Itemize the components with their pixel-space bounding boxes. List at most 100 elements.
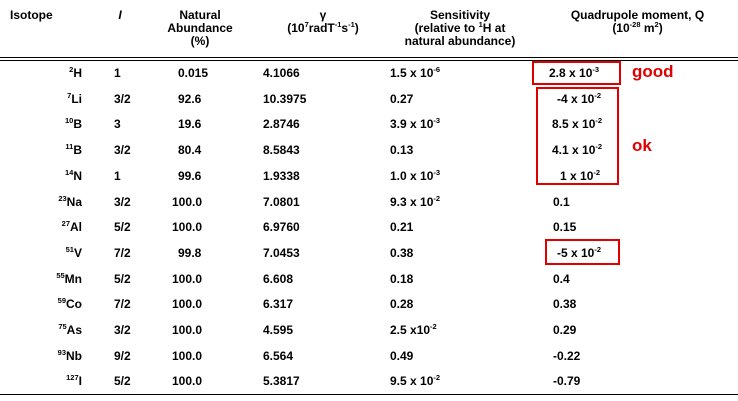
spin-cell: 3/2: [114, 323, 131, 337]
header-sensitivity: Sensitivity (relative to 1H at natural a…: [385, 9, 535, 48]
quadrupole-cell: 8.5 x 10-2: [552, 116, 603, 131]
spin-cell: 7/2: [114, 246, 131, 260]
abundance-cell: 92.6: [178, 92, 202, 106]
quadrupole-cell: -0.22: [553, 349, 581, 363]
isotope-cell: 10B: [64, 116, 82, 131]
abundance-cell: 100.0: [172, 272, 203, 286]
abundance-cell: 100.0: [172, 323, 203, 337]
isotope-cell: 11B: [65, 142, 82, 157]
sensitivity-cell: 0.38: [390, 246, 414, 260]
gamma-cell: 6.317: [263, 297, 294, 311]
sensitivity-cell: 0.49: [390, 349, 414, 363]
header-quadrupole-line1: Quadrupole moment, Q: [570, 8, 705, 22]
quadrupole-cell: 4.1 x 10-2: [552, 142, 603, 157]
header-quadrupole: Quadrupole moment, Q (10-28 m2): [545, 9, 730, 35]
abundance-cell: 100.0: [172, 195, 203, 209]
gamma-cell: 6.9760: [263, 220, 300, 234]
spin-cell: 7/2: [114, 297, 131, 311]
spin-cell: 9/2: [114, 349, 131, 363]
header-abundance-line1: Natural: [179, 8, 221, 22]
spin-cell: 3: [114, 117, 121, 131]
gamma-cell: 2.8746: [263, 117, 300, 131]
header-gamma-units: (107radT-1s-1): [287, 20, 359, 35]
spin-cell: 1: [114, 169, 121, 183]
isotope-cell: 127I: [66, 373, 82, 388]
spin-cell: 5/2: [114, 220, 131, 234]
sensitivity-cell: 1.0 x 10-3: [390, 168, 441, 183]
quadrupole-cell: -4 x 10-2: [557, 91, 602, 106]
header-sensitivity-line2: (relative to 1H at: [414, 20, 506, 35]
spin-cell: 5/2: [114, 272, 131, 286]
header-spin: I: [118, 8, 122, 22]
sensitivity-cell: 0.13: [390, 143, 414, 157]
table-bottom-rule: [0, 394, 738, 395]
sensitivity-cell: 3.9 x 10-3: [390, 116, 441, 131]
spin-cell: 3/2: [114, 143, 131, 157]
quadrupole-cell: 0.15: [553, 220, 577, 234]
header-sensitivity-line3: natural abundance): [404, 34, 516, 48]
gamma-cell: 1.9338: [263, 169, 300, 183]
quadrupole-cell: 0.4: [553, 272, 570, 286]
abundance-cell: 100.0: [172, 349, 203, 363]
header-abundance: Natural Abundance (%): [160, 9, 240, 48]
isotope-cell: 27Al: [61, 219, 82, 234]
gamma-cell: 6.608: [263, 272, 294, 286]
quadrupole-cell: -0.79: [553, 374, 581, 388]
isotope-cell: 51V: [65, 245, 82, 260]
abundance-cell: 0.015: [178, 66, 209, 80]
header-gamma: γ (107radT-1s-1): [268, 9, 378, 35]
header-sensitivity-line1: Sensitivity: [429, 8, 491, 22]
header-gamma-symbol: γ: [319, 8, 327, 22]
sensitivity-cell: 0.28: [390, 297, 414, 311]
gamma-cell: 10.3975: [263, 92, 307, 106]
header-quadrupole-units: (10-28 m2): [612, 20, 663, 35]
isotope-cell: 7Li: [67, 91, 82, 106]
annotation-good: good: [632, 62, 674, 81]
sensitivity-cell: 0.21: [390, 220, 414, 234]
abundance-cell: 80.4: [178, 143, 202, 157]
abundance-cell: 100.0: [172, 297, 203, 311]
gamma-cell: 5.3817: [263, 374, 300, 388]
gamma-cell: 6.564: [263, 349, 294, 363]
spin-cell: 3/2: [114, 195, 131, 209]
isotope-cell: 14N: [64, 168, 82, 183]
spin-cell: 1: [114, 66, 121, 80]
highlight-box-ok: [536, 87, 619, 185]
quadrupole-cell: 0.29: [553, 323, 577, 337]
abundance-cell: 19.6: [178, 117, 202, 131]
abundance-cell: 99.6: [178, 169, 202, 183]
header-abundance-line2: Abundance: [167, 21, 233, 35]
sensitivity-cell: 2.5 x10-2: [390, 322, 437, 337]
header-top-rule: [0, 57, 738, 58]
isotope-cell: 2H: [69, 65, 82, 80]
isotope-cell: 93Nb: [57, 348, 82, 363]
header-isotope: Isotope: [10, 8, 53, 22]
sensitivity-cell: 1.5 x 10-6: [390, 65, 441, 80]
sensitivity-cell: 9.3 x 10-2: [390, 194, 441, 209]
quadrupole-cell: 0.1: [553, 195, 570, 209]
quadrupole-cell: -5 x 10-2: [557, 245, 602, 260]
gamma-cell: 4.595: [263, 323, 294, 337]
spin-cell: 5/2: [114, 374, 131, 388]
abundance-cell: 99.8: [178, 246, 202, 260]
gamma-cell: 7.0801: [263, 195, 300, 209]
header-abundance-line3: (%): [190, 34, 210, 48]
quadrupole-cell: 1 x 10-2: [560, 168, 601, 183]
highlight-box-good: [532, 61, 621, 85]
isotope-cell: 75As: [58, 322, 82, 337]
sensitivity-cell: 0.18: [390, 272, 414, 286]
sensitivity-cell: 0.27: [390, 92, 414, 106]
spin-cell: 3/2: [114, 92, 131, 106]
sensitivity-cell: 9.5 x 10-2: [390, 373, 441, 388]
isotope-cell: 59Co: [57, 296, 82, 311]
header-bottom-rule: [0, 60, 738, 61]
quadrupole-cell: 2.8 x 10-3: [549, 65, 600, 80]
abundance-cell: 100.0: [172, 220, 203, 234]
quadrupole-cell: 0.38: [553, 297, 577, 311]
annotation-ok: ok: [632, 136, 652, 155]
isotope-cell: 23Na: [58, 194, 82, 209]
gamma-cell: 7.0453: [263, 246, 300, 260]
gamma-cell: 4.1066: [263, 66, 300, 80]
gamma-cell: 8.5843: [263, 143, 300, 157]
abundance-cell: 100.0: [172, 374, 203, 388]
